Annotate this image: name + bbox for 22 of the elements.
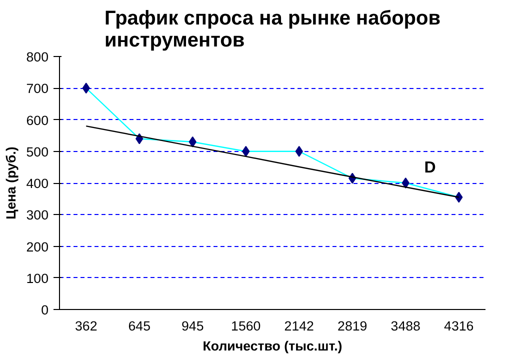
- x-tick-label: 945: [182, 318, 204, 334]
- x-tick-label: 4316: [444, 318, 474, 334]
- x-tick-label: 1560: [231, 318, 261, 334]
- x-tick-label: 362: [75, 318, 98, 334]
- y-tick-label: 0: [41, 302, 49, 318]
- annotation: D: [424, 160, 436, 177]
- x-tick-label: 2819: [338, 318, 368, 334]
- y-tick-label: 400: [26, 176, 49, 191]
- y-axis-title: Цена (руб.): [3, 146, 18, 220]
- y-tick-label: 600: [26, 112, 49, 128]
- y-tick-label: 100: [26, 270, 49, 286]
- y-tick-label: 800: [26, 50, 49, 64]
- x-axis-title: Количество (тыс.шт.): [202, 338, 342, 354]
- x-tick-label: 2142: [284, 318, 314, 334]
- point: [402, 178, 410, 188]
- y-tick-label: 200: [26, 239, 49, 254]
- x-tick-label: 3488: [390, 318, 420, 334]
- x-tick-label: 645: [128, 318, 151, 334]
- y-tick-label: 500: [26, 144, 49, 160]
- y-tick-label: 300: [26, 208, 49, 223]
- chart-title: График спроса на рынке наборов инструментов: [104, 8, 441, 52]
- y-tick-label: 700: [26, 81, 49, 96]
